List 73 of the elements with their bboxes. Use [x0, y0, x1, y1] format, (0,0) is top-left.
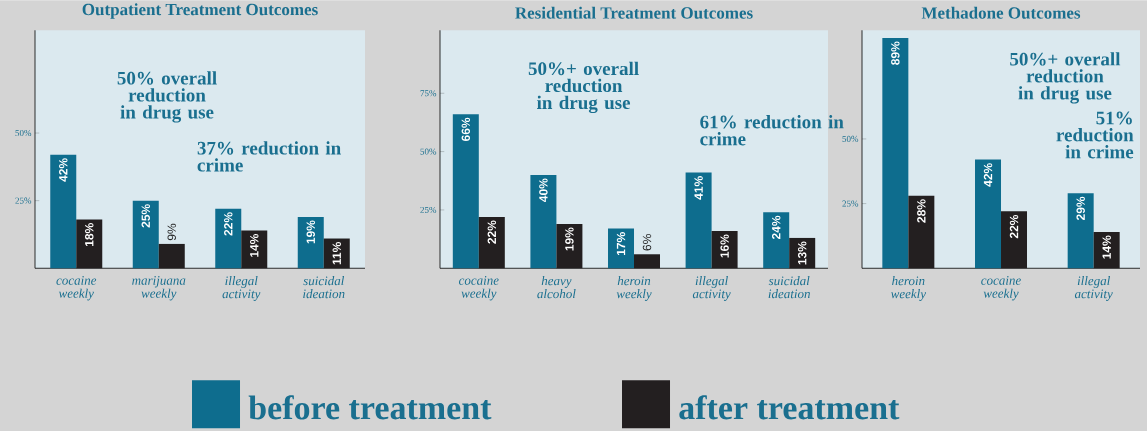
bar [50, 154, 77, 269]
x-tick-label: cocaine weekly [459, 275, 499, 301]
bar [634, 254, 661, 269]
bar [132, 200, 159, 269]
data-label: 29% [1076, 196, 1085, 220]
bar [1093, 231, 1120, 269]
data-label: 14% [1102, 235, 1111, 259]
data-label: 19% [306, 220, 315, 244]
data-label: 22% [1009, 214, 1019, 239]
legend-label: before treatment [248, 395, 492, 420]
data-label: 19% [565, 227, 574, 251]
bar [763, 212, 790, 269]
bar [215, 208, 242, 269]
y-tick-label: 50% [842, 135, 859, 142]
data-label: 18% [85, 222, 94, 246]
data-label: 40% [539, 178, 548, 202]
y-tick-label: 75% [420, 90, 437, 97]
annotation: 50%+ overall reduction in drug use [528, 61, 639, 113]
bar [478, 216, 505, 269]
bar [685, 172, 712, 269]
x-tick-label: suicidal ideation [303, 275, 345, 299]
data-label: 14% [250, 233, 259, 257]
data-label: 22% [487, 220, 497, 244]
bar [241, 230, 268, 269]
x-tick-label: heroin weekly [616, 275, 652, 301]
data-label: 11% [332, 241, 341, 265]
data-label: 66% [461, 117, 471, 141]
data-label: 24% [771, 215, 781, 239]
chart-title: Methadone Outcomes [921, 6, 1081, 19]
y-tick-label: 50% [15, 129, 32, 136]
bar [530, 174, 557, 269]
data-label: 16% [720, 234, 729, 258]
annotation: 37% reduction in crime [197, 141, 341, 172]
bar [1001, 211, 1028, 269]
y-tick-label: 50% [420, 148, 437, 155]
x-tick-label: cocaine weekly [981, 275, 1021, 301]
x-tick-label: heroin weekly [890, 275, 927, 301]
data-label: 89% [891, 41, 900, 65]
bar [608, 228, 635, 269]
bar [1067, 193, 1094, 269]
x-tick-label: illegal activity [692, 275, 731, 301]
data-label: 13% [797, 241, 807, 265]
bar [975, 159, 1002, 269]
x-tick-label: suicidal ideation [768, 275, 810, 299]
bar [76, 219, 103, 269]
x-tick-label: heavy alcohol [537, 275, 576, 299]
bar [452, 114, 479, 269]
bar [882, 37, 909, 269]
y-tick-label: 25% [420, 206, 437, 213]
bar [908, 195, 935, 269]
data-label: 6% [642, 234, 652, 251]
bar [556, 223, 583, 269]
annotation: 50% overall reduction in drug use [117, 71, 217, 123]
data-label: 42% [983, 163, 993, 187]
x-tick-label: cocaine weekly [56, 275, 97, 301]
x-tick-label: illegal activity [222, 275, 261, 301]
data-label: 42% [59, 158, 68, 182]
legend-label: after treatment [679, 395, 900, 420]
chart-title: Residential Treatment Outcomes [515, 6, 753, 19]
bar [158, 243, 185, 269]
annotation: 51% reduction in crime [1056, 111, 1134, 159]
data-label: 9% [167, 223, 176, 241]
chart-title: Outpatient Treatment Outcomes [82, 3, 318, 19]
data-label: 28% [917, 199, 926, 223]
bar [711, 230, 738, 269]
data-label: 22% [224, 212, 233, 236]
x-tick-label: marijuana weekly [132, 275, 186, 301]
data-label: 41% [694, 176, 703, 200]
bar [297, 216, 324, 269]
data-label: 25% [141, 204, 150, 228]
x-tick-label: illegal activity [1074, 275, 1113, 301]
annotation: 50%+ overall reduction in drug use [1010, 52, 1121, 104]
data-label: 17% [616, 232, 626, 255]
